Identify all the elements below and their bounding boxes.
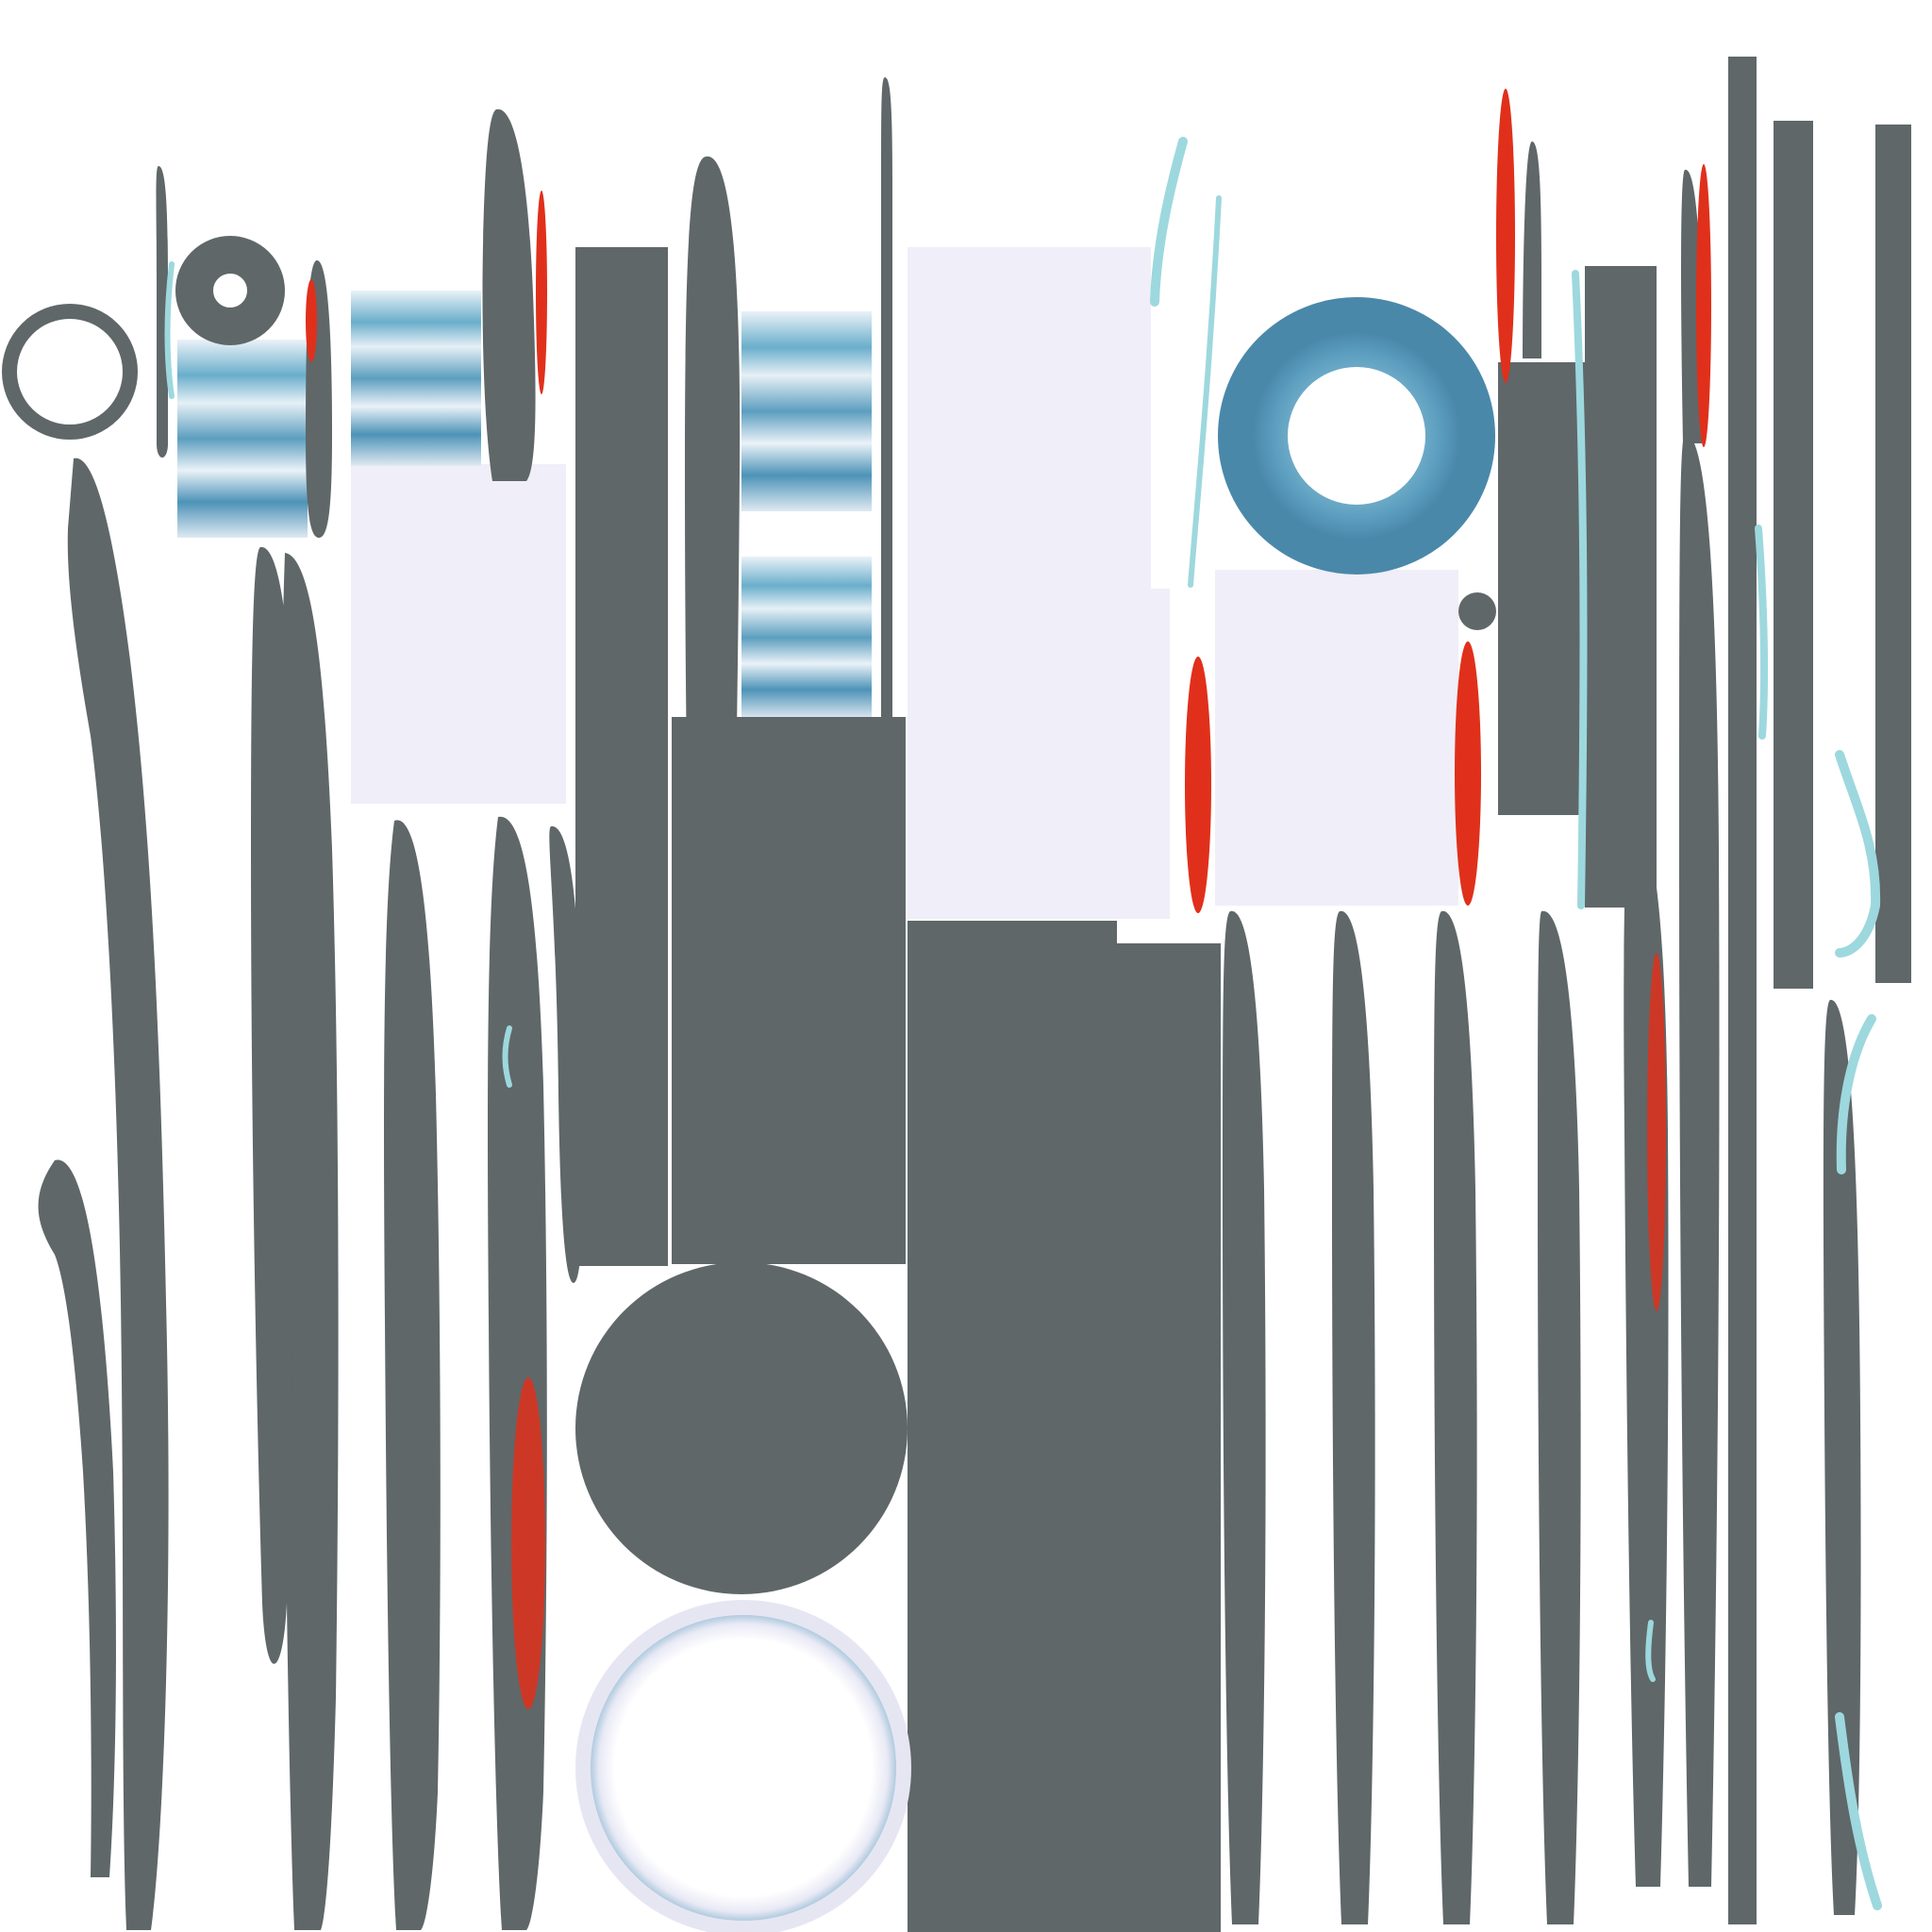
slate-stroke-4 [488, 816, 547, 1931]
lavender-panel-mid-right [1215, 570, 1458, 906]
red-accent-3 [1696, 164, 1711, 447]
cyan-curve-5 [1835, 750, 1881, 958]
blue-rings [575, 297, 1495, 1932]
slate-stroke-19 [1681, 169, 1702, 443]
red-accent-7 [1647, 953, 1666, 1311]
slate-stroke-5 [482, 108, 536, 481]
red-accent-8 [306, 279, 317, 362]
red-accent-2 [1496, 89, 1515, 383]
slate-stroke-13 [1434, 910, 1477, 1924]
slate-block-3 [908, 921, 1117, 1932]
red-accent-5 [1455, 641, 1481, 906]
slate-stroke-12 [1332, 910, 1375, 1924]
lavender-panel-upper-center [908, 247, 1151, 589]
slate-stroke-11 [1223, 910, 1266, 1924]
blue-tile-center-lower [741, 557, 872, 719]
slate-block-9 [1875, 125, 1911, 983]
lavender-panel-left [351, 464, 566, 804]
slate-block-4 [1117, 943, 1221, 1932]
cyan-curve-10 [502, 1025, 512, 1088]
slate-shapes [38, 57, 1911, 1932]
red-accent-1 [536, 191, 547, 394]
lavender-panel-mid-center [908, 589, 1170, 919]
slate-stroke-20 [1498, 362, 1589, 815]
cyan-curve-1 [1150, 137, 1188, 307]
lavender-panels [351, 247, 1458, 919]
slate-stroke-18 [1523, 142, 1541, 358]
red-accent-6 [511, 1377, 545, 1709]
slate-block-7 [1728, 57, 1757, 1924]
slate-block-8 [1774, 121, 1813, 989]
cyan-curve-7 [1835, 1712, 1882, 1910]
slate-stroke-8 [156, 166, 168, 458]
cyan-curve-2 [1188, 195, 1222, 588]
slate-stroke-left-curl [38, 1159, 116, 1877]
cyan-curve-9 [1645, 1620, 1656, 1682]
cyan-curve-3 [1572, 270, 1588, 909]
blue-ring-large [1218, 297, 1495, 575]
pale-ring-bottom [575, 1600, 911, 1932]
red-accent-4 [1185, 657, 1211, 913]
blue-tile-top-left [177, 340, 308, 538]
slate-block-1 [575, 247, 668, 1266]
slate-stroke-6 [685, 156, 741, 1257]
slate-stroke-16 [1679, 433, 1720, 1887]
slate-stroke-17 [1823, 999, 1861, 1915]
blue-tile-center-top [741, 311, 872, 511]
slate-disc-large [575, 1262, 908, 1594]
slate-stroke-7 [881, 77, 892, 953]
slate-stroke-3 [384, 820, 441, 1930]
slate-dot [1458, 592, 1496, 630]
cyan-curve-4 [1755, 525, 1769, 740]
slate-stroke-left-hook [67, 458, 169, 1930]
slate-stroke-21 [549, 825, 584, 1283]
slate-block-6 [1585, 266, 1657, 908]
slate-stroke-14 [1538, 910, 1581, 1924]
cyan-curve-6 [1836, 1014, 1876, 1174]
slate-circles [2, 236, 1496, 1594]
cyan-curve-8 [164, 261, 175, 399]
red-accents [306, 89, 1711, 1709]
blue-tile-upper-left [351, 291, 481, 466]
slate-ring-small [175, 236, 285, 345]
slate-stroke-15 [1624, 820, 1669, 1888]
slate-stroke-10 [251, 546, 296, 1664]
cyan-curves [164, 137, 1882, 1910]
slate-ring-top-left [2, 304, 138, 440]
